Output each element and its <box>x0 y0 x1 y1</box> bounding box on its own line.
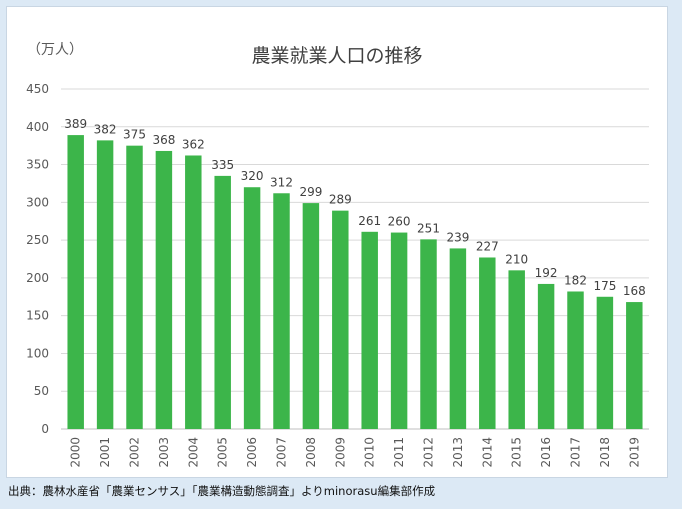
x-axis-ticks: 2000 2001 2002 2003 2004 2005 2006 2007 2008 2009… <box>69 437 642 468</box>
data-label: 260 <box>388 215 411 229</box>
bars <box>67 135 643 430</box>
x-tick-label: 2005 <box>216 437 230 468</box>
x-tick-label: 2002 <box>128 437 142 468</box>
x-tick-label: 2001 <box>98 437 112 468</box>
bar-2008 <box>302 203 320 429</box>
bar-2017 <box>567 291 584 429</box>
bar-2005 <box>214 175 231 429</box>
data-label: 175 <box>593 279 616 293</box>
y-tick-label: 450 <box>26 82 49 96</box>
gridlines <box>61 88 649 430</box>
data-label: 320 <box>241 169 264 183</box>
data-label: 261 <box>358 214 381 228</box>
data-label: 227 <box>476 239 499 253</box>
y-axis-unit: （万人） <box>27 42 83 58</box>
bar-2007 <box>273 193 290 429</box>
bar-2009 <box>332 210 349 429</box>
bar-2012 <box>420 239 437 429</box>
data-labels: 389 382 375 368 362 335 320 312 299 289 261 260 251 2… <box>64 117 646 298</box>
bar-2003 <box>155 150 173 429</box>
x-tick-label: 2012 <box>422 437 436 468</box>
data-label: 289 <box>329 193 352 207</box>
x-tick-label: 2014 <box>480 437 494 468</box>
y-tick-label: 150 <box>26 309 49 323</box>
x-tick-label: 2018 <box>598 437 612 468</box>
bar-2001 <box>96 140 114 429</box>
bar-2016 <box>537 283 555 429</box>
data-label: 299 <box>299 185 322 199</box>
bar-2014 <box>479 257 496 429</box>
x-tick-label: 2015 <box>510 437 524 468</box>
data-label: 168 <box>623 284 646 298</box>
source-note: 出典：農林水産省「農業センサス」「農業構造動態調査」よりminorasu編集部作… <box>8 484 436 498</box>
x-tick-label: 2016 <box>539 437 553 468</box>
data-label: 335 <box>211 158 234 172</box>
bar-2010 <box>361 231 378 429</box>
y-tick-label: 0 <box>41 422 49 436</box>
x-tick-label: 2003 <box>157 437 171 468</box>
x-tick-label: 2008 <box>304 437 318 468</box>
chart-frame: （万人） 農業就業人口の推移 0 50 100 150 200 250 300 350 400 4… <box>6 6 668 478</box>
bar-2015 <box>508 270 525 429</box>
x-tick-label: 2000 <box>69 437 83 468</box>
y-tick-label: 350 <box>26 158 49 172</box>
x-tick-label: 2011 <box>392 437 406 468</box>
x-tick-label: 2006 <box>245 437 259 468</box>
x-tick-label: 2013 <box>451 437 465 468</box>
bar-2013 <box>449 248 467 429</box>
bar-2018 <box>596 296 614 429</box>
y-tick-label: 100 <box>26 346 49 360</box>
data-label: 210 <box>505 252 528 266</box>
data-label: 239 <box>446 230 469 244</box>
x-tick-label: 2017 <box>569 437 583 468</box>
bar-2004 <box>185 155 202 429</box>
data-label: 312 <box>270 175 293 189</box>
data-label: 362 <box>182 137 205 151</box>
data-label: 251 <box>417 221 440 235</box>
y-tick-label: 400 <box>26 120 49 134</box>
data-label: 368 <box>152 133 175 147</box>
x-tick-label: 2019 <box>627 437 641 468</box>
chart-title: 農業就業人口の推移 <box>251 45 422 67</box>
bar-2000 <box>67 135 84 430</box>
data-label: 382 <box>94 122 117 136</box>
y-axis-ticks: 0 50 100 150 200 250 300 350 400 450 <box>26 82 49 436</box>
bar-2002 <box>126 145 143 429</box>
x-tick-label: 2010 <box>363 437 377 468</box>
y-tick-label: 200 <box>26 271 49 285</box>
data-label: 182 <box>564 273 587 287</box>
data-label: 375 <box>123 128 146 142</box>
bar-chart: （万人） 農業就業人口の推移 0 50 100 150 200 250 300 350 400 4… <box>26 42 649 468</box>
y-tick-label: 300 <box>26 195 49 209</box>
x-tick-label: 2004 <box>186 437 200 468</box>
data-label: 389 <box>64 117 87 131</box>
bar-2006 <box>243 187 261 429</box>
x-tick-label: 2007 <box>275 437 289 468</box>
y-tick-label: 250 <box>26 233 49 247</box>
data-label: 192 <box>535 266 558 280</box>
bar-2011 <box>390 232 408 429</box>
bar-2019 <box>626 302 643 429</box>
x-tick-label: 2009 <box>333 437 347 468</box>
y-tick-label: 50 <box>34 384 49 398</box>
